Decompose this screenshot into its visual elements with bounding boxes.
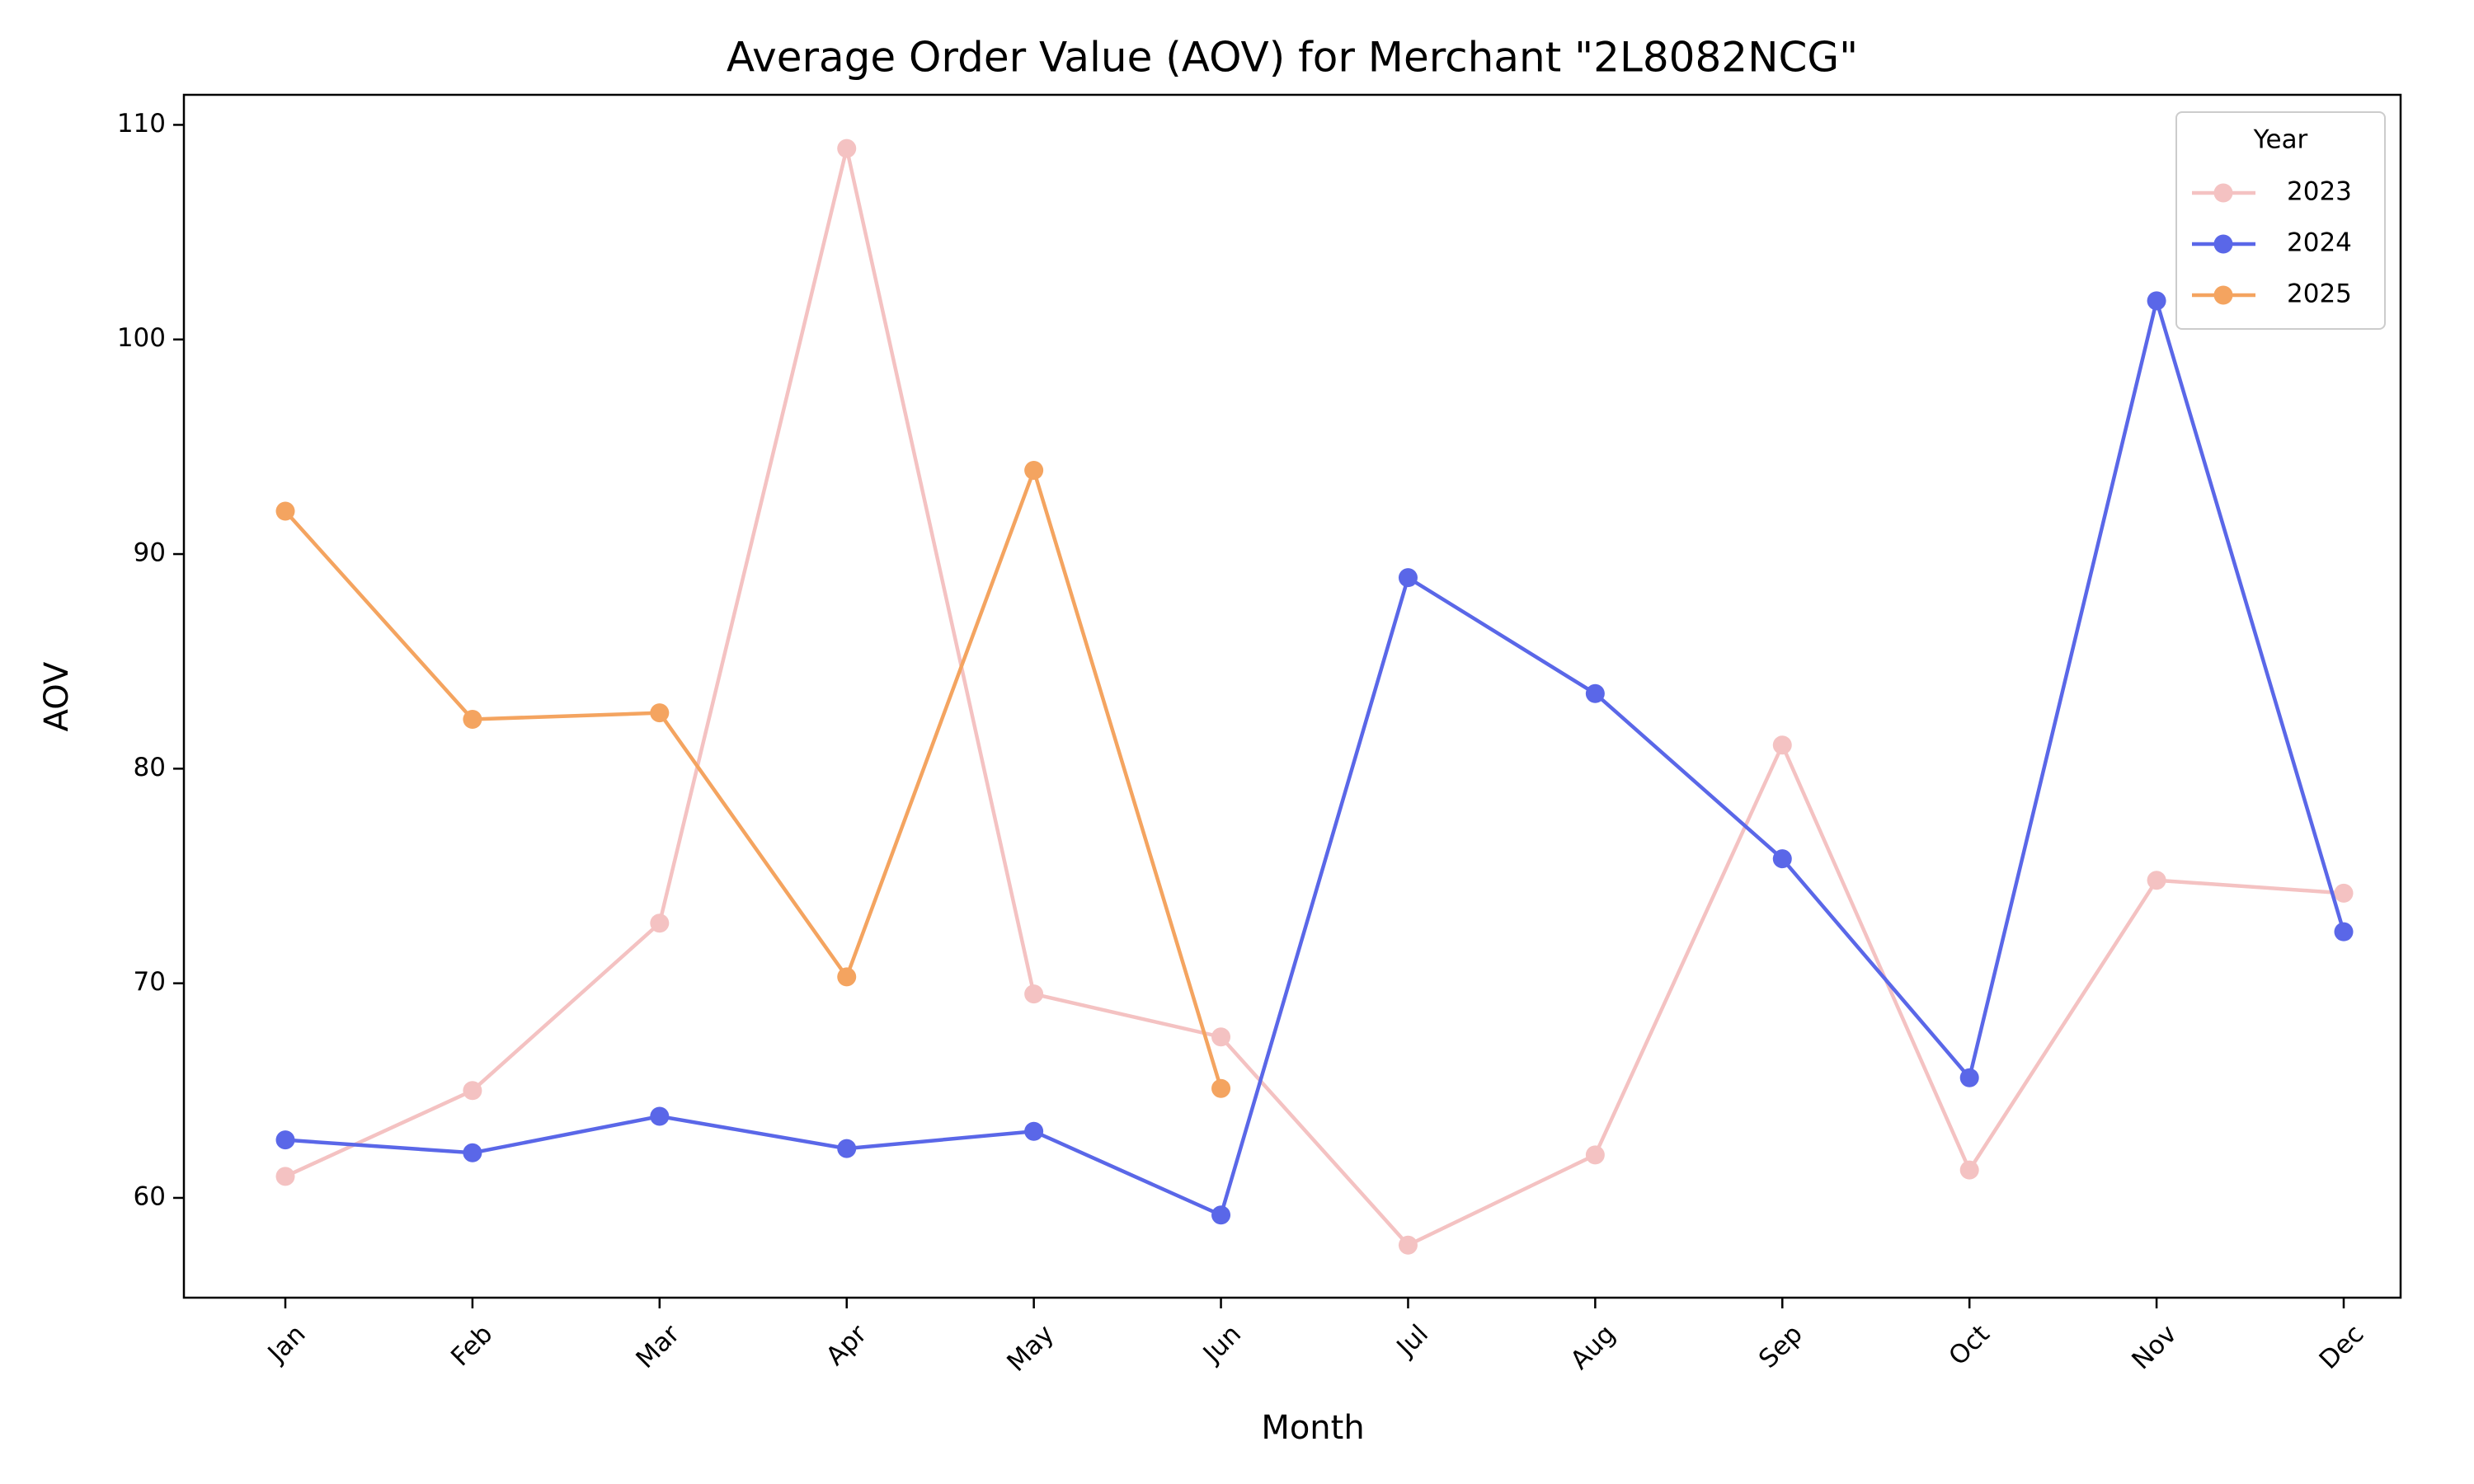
- data-point: [463, 709, 482, 729]
- data-point: [837, 967, 857, 987]
- data-point: [275, 501, 295, 521]
- data-point: [837, 1139, 857, 1158]
- plot-frame: [182, 93, 2402, 1299]
- y-tick-label: 60: [134, 1181, 166, 1211]
- series-line: [284, 464, 1223, 1089]
- series-line: [285, 148, 2345, 1247]
- data-point: [2147, 871, 2166, 890]
- data-point: [1211, 1205, 1231, 1225]
- data-point: [1959, 1160, 1979, 1180]
- data-point: [1772, 735, 1792, 755]
- y-tick-label: 110: [117, 109, 166, 139]
- y-tick-label: 90: [134, 538, 166, 568]
- data-point: [2334, 922, 2354, 942]
- data-point: [1024, 984, 1044, 1004]
- data-point: [463, 1081, 482, 1101]
- chart-title: Average Order Value (AOV) for Merchant "…: [727, 34, 1858, 82]
- legend-swatch-marker: [2213, 234, 2233, 254]
- legend-swatch-marker: [2213, 183, 2233, 203]
- legend-box: [2175, 111, 2386, 330]
- data-point: [650, 703, 670, 723]
- legend-label: 2023: [2287, 177, 2352, 207]
- data-point: [837, 139, 857, 158]
- data-point: [1585, 683, 1605, 703]
- data-point: [463, 1143, 482, 1162]
- series-line: [285, 294, 2346, 1218]
- data-point: [1211, 1027, 1231, 1047]
- legend-label: 2024: [2287, 228, 2352, 258]
- y-axis-label: AOV: [38, 661, 76, 731]
- legend-title: Year: [2253, 125, 2308, 155]
- data-point: [1959, 1068, 1979, 1087]
- y-tick-label: 80: [134, 753, 166, 782]
- data-point: [1398, 568, 1418, 588]
- legend-swatch-marker: [2213, 285, 2233, 305]
- y-tick-label: 100: [117, 323, 166, 353]
- data-point: [275, 1130, 295, 1150]
- y-tick-label: 70: [134, 967, 166, 997]
- x-axis-label: Month: [1261, 1409, 1364, 1447]
- data-point: [650, 913, 670, 933]
- data-point: [1024, 1121, 1044, 1141]
- data-point: [1024, 461, 1044, 481]
- data-point: [2147, 291, 2166, 311]
- legend-label: 2025: [2287, 279, 2352, 309]
- data-point: [275, 1167, 295, 1186]
- data-point: [2334, 883, 2354, 903]
- data-point: [1211, 1078, 1231, 1098]
- data-point: [1398, 1235, 1418, 1255]
- data-point: [1772, 849, 1792, 869]
- data-point: [1585, 1145, 1605, 1165]
- data-point: [650, 1106, 670, 1126]
- legend: Year 2023 2024 2025: [2175, 111, 2386, 330]
